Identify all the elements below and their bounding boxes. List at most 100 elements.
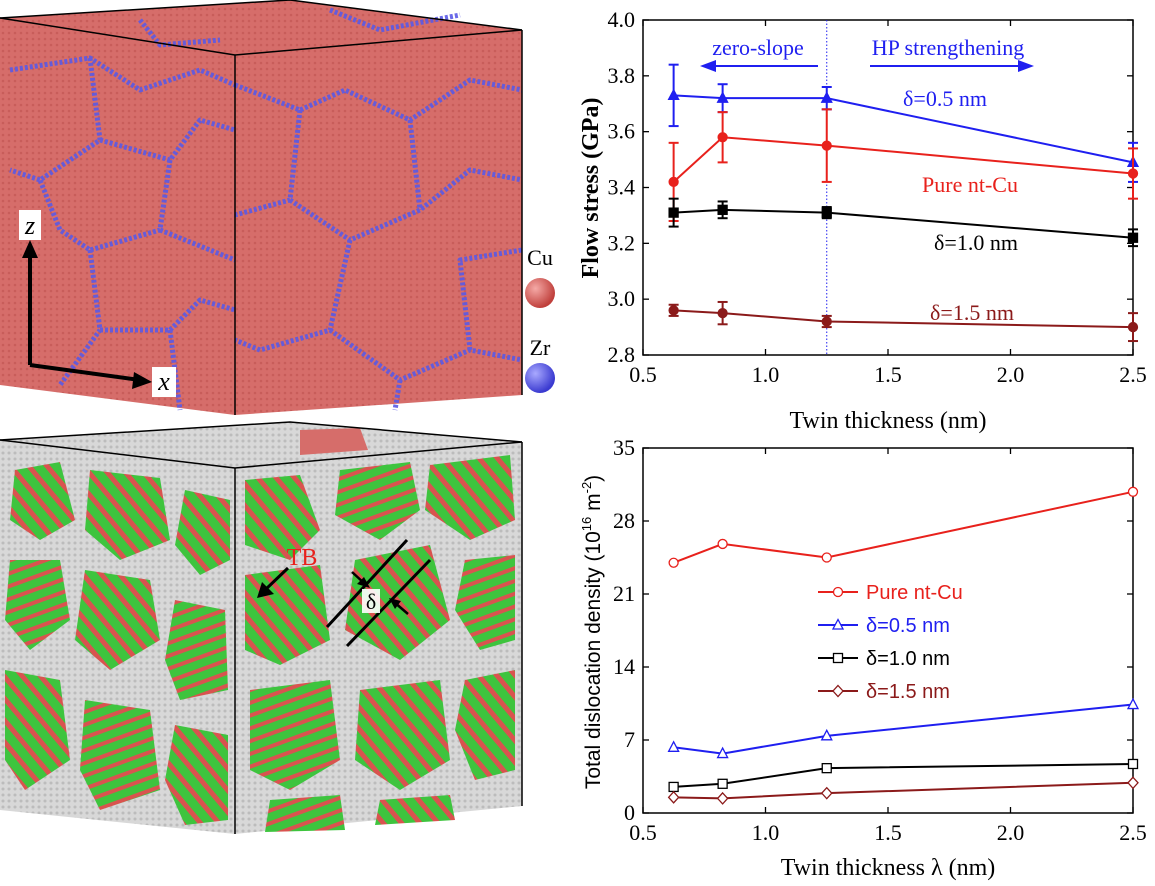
left-arrow-icon [700, 60, 716, 72]
series-label-3: δ=1.5 nm [930, 300, 1014, 325]
x-tick-label: 0.5 [629, 362, 657, 387]
y-tick-label: 21 [613, 581, 635, 606]
y-tick-label: 3.0 [608, 286, 636, 311]
y-tick-label: 0 [624, 800, 635, 825]
legend-entry: δ=1.5 nm [818, 681, 950, 703]
y-tick-labels: 0 7 14 21 28 35 [613, 435, 635, 825]
data-point [717, 204, 728, 215]
y-tick-label: 28 [613, 508, 635, 533]
data-point [668, 305, 679, 316]
series-line [673, 94, 1134, 164]
data-point [667, 88, 680, 101]
y-tick-label: 2.8 [608, 342, 636, 367]
data-point [717, 778, 728, 789]
data-point [717, 307, 728, 319]
y-axis-label: Flow stress (GPa) [578, 98, 604, 279]
series-2 [668, 197, 1139, 248]
y-tick-label: 7 [624, 727, 635, 752]
tb-annotation: TB [257, 545, 317, 598]
tick-marks [642, 447, 1134, 814]
x-tick-label: 1.0 [752, 820, 780, 845]
axis-z-label: z [24, 211, 35, 240]
strengthening-annotations: zero-slope HP strengthening [700, 20, 1034, 355]
data-point [821, 316, 832, 327]
x-tick-label: 1.0 [752, 362, 780, 387]
data-point [717, 538, 728, 550]
x-tick-label: 2.0 [997, 362, 1025, 387]
data-point [1126, 697, 1140, 710]
data-point [1127, 486, 1139, 497]
dislocation-density-chart: 0.5 1.0 1.5 2.0 2.5 0 7 14 21 28 35 Pure nt-Cu δ=0… [579, 435, 1147, 881]
x-tick-label: 1.5 [874, 362, 902, 387]
legend-label: Pure nt-Cu [866, 582, 963, 604]
atom-legend: Cu Zr [525, 245, 555, 393]
x-tick-label: 1.5 [874, 820, 902, 845]
y-tick-label: 35 [613, 435, 635, 460]
chart-legend: Pure nt-Cu δ=0.5 nm δ=1.0 nm δ=1.5 nm [818, 582, 963, 703]
x-tick-labels: 0.5 1.0 1.5 2.0 2.5 [629, 820, 1147, 845]
legend-entry: Pure nt-Cu [818, 582, 963, 604]
tick-marks [642, 19, 1134, 356]
legend-marker [832, 652, 844, 664]
legend-label: δ=1.5 nm [866, 681, 950, 703]
tb-label: TB [287, 545, 318, 571]
data-point [1127, 758, 1139, 770]
series-line [673, 208, 1134, 239]
y-axis-label: Total dislocation density (1016 m-2) [579, 475, 605, 789]
zr-grain-boundaries [9, 7, 523, 411]
series-line [673, 703, 1134, 755]
data-point [668, 176, 679, 188]
series-2 [668, 758, 1139, 793]
cube-bottom-edges [0, 421, 523, 834]
legend-marker [832, 586, 844, 598]
delta-annotation: δ [325, 538, 432, 648]
x-tick-label: 2.5 [1119, 820, 1147, 845]
y-tick-label: 4.0 [608, 7, 636, 32]
legend-marker [832, 684, 844, 698]
cube-top-edges [0, 0, 523, 415]
series-0 [667, 63, 1140, 183]
series-label-2: δ=1.0 nm [934, 230, 1018, 255]
twinned-grains [5, 428, 515, 832]
y-tick-label: 3.6 [608, 119, 636, 144]
series-1 [668, 108, 1139, 222]
hp-strengthening-label: HP strengthening [872, 35, 1025, 60]
series-labels: δ=0.5 nm Pure nt-Cu δ=1.0 nm δ=1.5 nm [903, 86, 1018, 325]
dislocation-series [667, 486, 1140, 805]
zero-slope-label: zero-slope [712, 35, 804, 60]
x-axis-label: Twin thickness λ (nm) [781, 855, 996, 881]
y-tick-label: 3.8 [608, 63, 636, 88]
data-point [821, 552, 832, 563]
cube-top-right-face [235, 30, 522, 415]
flow-stress-series [667, 63, 1140, 343]
flow-stress-chart: 0.5 1.0 1.5 2.0 2.5 2.8 3.0 3.2 3.4 3.6 3.8 4.0 ze… [578, 7, 1147, 434]
legend-zr-label: Zr [530, 335, 551, 360]
delta-label: δ [366, 589, 376, 614]
data-point [1127, 168, 1139, 179]
series-label-1: Pure nt-Cu [922, 172, 1018, 197]
data-point [1127, 776, 1139, 790]
series-1 [667, 697, 1140, 759]
series-0 [668, 486, 1139, 568]
legend-entry: δ=1.0 nm [818, 648, 950, 670]
y-tick-label: 3.4 [608, 175, 636, 200]
x-tick-label: 0.5 [629, 820, 657, 845]
series-3 [667, 776, 1139, 805]
data-point [716, 746, 729, 759]
cu-zr-cube-top: z x Cu Zr [0, 0, 555, 415]
data-point [1127, 321, 1139, 333]
data-point [820, 91, 833, 103]
axis-x-label: x [157, 367, 170, 396]
x-axis-label: Twin thickness (nm) [790, 408, 987, 434]
y-tick-label: 3.2 [608, 230, 636, 255]
y-tick-label: 14 [613, 654, 635, 679]
x-tick-label: 2.0 [997, 820, 1025, 845]
right-arrow-icon [1018, 60, 1034, 72]
series-line [673, 309, 1134, 329]
y-tick-labels: 2.8 3.0 3.2 3.4 3.6 3.8 4.0 [608, 7, 636, 367]
cube-top-left-face [0, 18, 235, 415]
data-point [821, 207, 832, 218]
twin-cube-bottom: TB δ [0, 421, 523, 834]
data-point [667, 740, 680, 752]
